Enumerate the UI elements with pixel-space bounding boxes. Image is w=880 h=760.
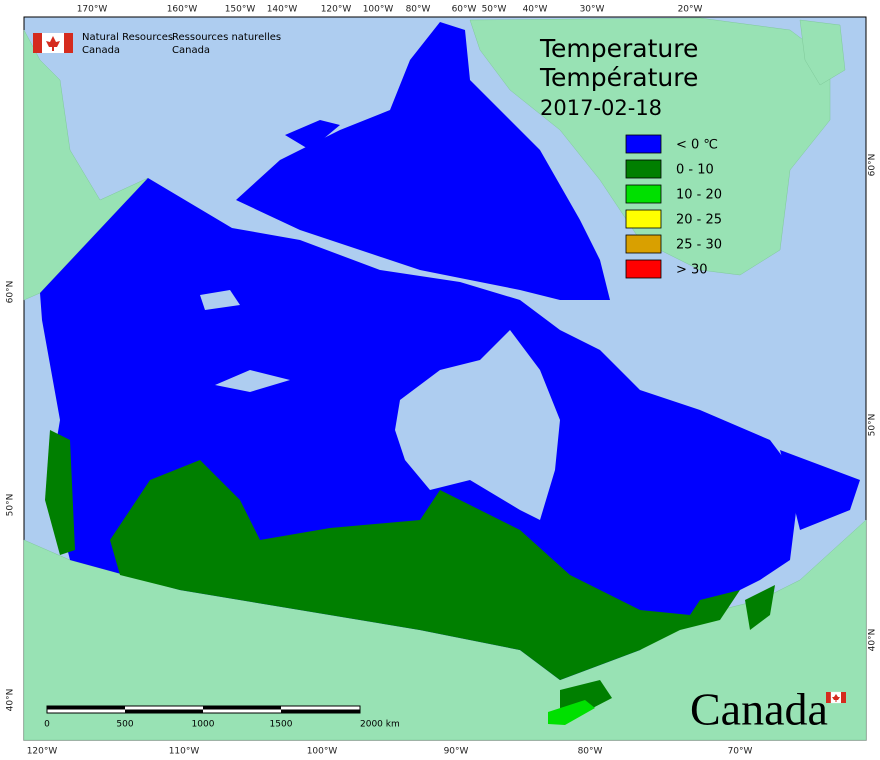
scale-label: 500 (116, 720, 133, 730)
legend-swatch (625, 209, 662, 229)
graticule-label: 50°N (6, 494, 16, 517)
flag (33, 33, 42, 53)
title-fr: Température (539, 63, 698, 92)
scale-bar-segment (47, 706, 125, 710)
flag (832, 694, 840, 702)
graticule-label: 160°W (167, 5, 198, 15)
title-date: 2017-02-18 (540, 96, 662, 120)
scale-label: 2000 km (360, 720, 400, 730)
graticule-label: 90°W (444, 747, 469, 757)
title-en: Temperature (539, 34, 698, 63)
graticule-label: 60°W (452, 5, 477, 15)
legend-label: < 0 ℃ (676, 138, 718, 153)
legend-label: 20 - 25 (676, 213, 722, 228)
scale-bar-segment (281, 709, 360, 713)
scale-bar: 0 500 1000 1500 2000 km (44, 705, 400, 730)
graticule-label: 50°N (868, 414, 878, 437)
graticule-label: 20°W (678, 5, 703, 15)
graticule-labels: 170°W 160°W 150°W 140°W 120°W 100°W 80°W 60°W 50… (6, 5, 878, 757)
scale-label: 1000 (192, 720, 215, 730)
flag (64, 33, 73, 53)
graticule-label: 170°W (77, 5, 108, 15)
legend-swatch (625, 234, 662, 254)
legend-label: 25 - 30 (676, 238, 722, 253)
graticule-label: 40°N (868, 629, 878, 652)
graticule-label: 60°N (868, 154, 878, 177)
legend-swatch (625, 259, 662, 279)
graticule-label: 60°N (6, 281, 16, 304)
graticule-label: 30°W (580, 5, 605, 15)
agency-fr: Ressources naturelles (172, 32, 281, 43)
legend-label: 10 - 20 (676, 188, 722, 203)
graticule-label: 40°W (523, 5, 548, 15)
canada-temperature (40, 22, 860, 725)
legend-swatch (625, 134, 662, 154)
wordmark: Canada (690, 684, 828, 735)
flag (841, 692, 846, 703)
scale-label: 1500 (270, 720, 293, 730)
graticule-label: 100°W (363, 5, 394, 15)
agency-fr: Canada (172, 45, 210, 56)
graticule-label: 150°W (225, 5, 256, 15)
graticule-label: 50°W (482, 5, 507, 15)
agency-en: Canada (82, 45, 120, 56)
graticule-label: 140°W (267, 5, 298, 15)
graticule-label: 120°W (27, 747, 58, 757)
scale-bar-segment (125, 709, 203, 713)
graticule-label: 80°W (406, 5, 431, 15)
agency-en: Natural Resources (82, 32, 173, 43)
graticule-label: 120°W (321, 5, 352, 15)
legend: < 0 ℃ 0 - 10 10 - 20 20 - 25 25 - 30 > 30 (625, 134, 722, 279)
canada-wordmark: Canada (690, 684, 846, 735)
scale-label: 0 (44, 720, 50, 730)
legend-label: 0 - 10 (676, 163, 714, 178)
graticule-label: 100°W (307, 747, 338, 757)
legend-swatch (625, 184, 662, 204)
legend-label: > 30 (676, 263, 708, 278)
legend-swatch (625, 159, 662, 179)
graticule-label: 40°N (6, 689, 16, 712)
flag (826, 692, 831, 703)
graticule-label: 110°W (169, 747, 200, 757)
flag (46, 36, 60, 51)
scale-bar-segment (203, 706, 281, 710)
graticule-label: 80°W (578, 747, 603, 757)
graticule-label: 70°W (728, 747, 753, 757)
agency: Natural Resources Canada Ressources natu… (33, 32, 281, 56)
